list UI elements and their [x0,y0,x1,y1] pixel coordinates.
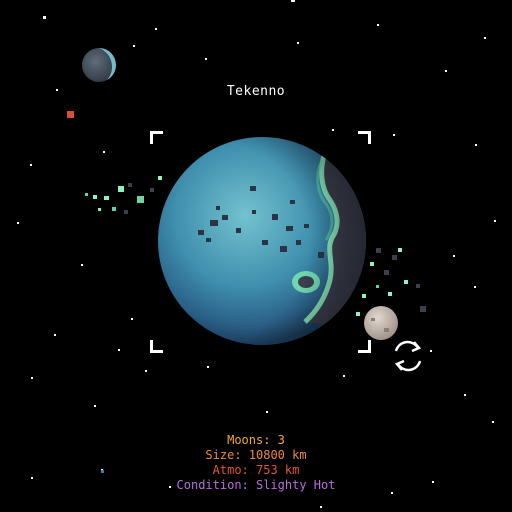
star-field [17,0,496,508]
planet-name-label[interactable]: Tekenno [226,84,286,99]
size-stat: Size: 10800 km [205,448,307,462]
selection-corner-top-left [150,131,163,144]
distant-planet [82,48,116,82]
condition-stat: Condition: Slighty Hot [176,478,336,492]
selection-corner-bottom-right [358,340,371,353]
selection-corner-top-right [358,131,371,144]
red-dwarf-planet [67,111,74,118]
selection-corner-bottom-left [150,340,163,353]
debris-right [356,248,426,316]
debris-left [85,176,162,214]
atmo-stat: Atmo: 753 km [212,463,300,477]
planet-stats-panel: Moons: 3 Size: 10800 km Atmo: 753 km Con… [0,433,512,493]
moons-stat: Moons: 3 [227,433,285,447]
main-planet[interactable] [158,137,380,345]
orbiting-moon[interactable] [364,306,398,340]
refresh-icon[interactable] [394,340,422,372]
